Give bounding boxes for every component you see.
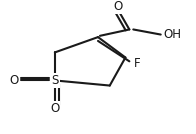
Text: O: O bbox=[50, 102, 60, 115]
Text: O: O bbox=[9, 74, 18, 87]
Text: S: S bbox=[51, 74, 59, 87]
Text: F: F bbox=[134, 57, 141, 70]
Text: OH: OH bbox=[163, 28, 181, 41]
Text: O: O bbox=[113, 0, 122, 13]
